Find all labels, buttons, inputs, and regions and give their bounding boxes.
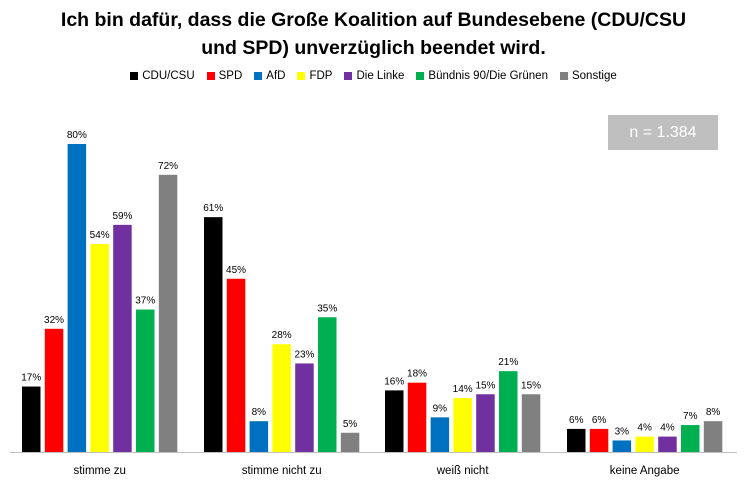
legend-item: Die Linke [344, 70, 404, 82]
bar-value-label: 59% [112, 211, 132, 222]
bar [67, 144, 87, 452]
bar-value-label: 15% [521, 380, 541, 391]
legend-item: SPD [206, 70, 243, 82]
legend-item: FDP [297, 70, 332, 82]
bar-value-label: 8% [706, 407, 721, 418]
bar [340, 432, 360, 452]
bar-value-label: 28% [272, 330, 292, 341]
bar-value-label: 15% [475, 380, 495, 391]
bar-value-label: 61% [203, 203, 223, 214]
legend-swatch [206, 72, 215, 80]
bar [44, 328, 64, 452]
bar-value-label: 6% [592, 415, 607, 426]
legend-item: CDU/CSU [130, 70, 195, 82]
legend-swatch [254, 72, 263, 80]
bar [681, 425, 700, 452]
legend-label: SPD [218, 70, 243, 82]
bar-value-label: 9% [433, 403, 448, 414]
category-label: stimme zu [73, 465, 125, 477]
bar [90, 244, 109, 452]
bar-value-label: 72% [158, 161, 178, 172]
chart-title-line-2: und SPD) unverzüglich beendet wird. [201, 37, 546, 59]
legend-label: AfD [266, 70, 286, 82]
bar-value-label: 32% [44, 315, 64, 326]
bar-value-label: 17% [21, 373, 41, 384]
bar [22, 386, 41, 452]
bar [635, 436, 654, 452]
category-label: weiß nicht [436, 465, 490, 477]
legend-label: CDU/CSU [142, 70, 195, 82]
legend-swatch [130, 72, 139, 80]
bar [521, 394, 541, 452]
legend-label: Bündnis 90/Die Grünen [428, 70, 548, 82]
bar [658, 436, 677, 452]
bar [612, 440, 632, 452]
bar [476, 394, 495, 452]
bar-value-label: 14% [453, 384, 473, 395]
legend-item: Bündnis 90/Die Grünen [416, 70, 548, 82]
bar-value-label: 4% [660, 423, 675, 434]
bar-value-label: 8% [252, 407, 267, 418]
legend-swatch [297, 72, 306, 80]
bar-value-label: 35% [317, 303, 337, 314]
bar-value-label: 16% [384, 376, 404, 387]
bar [430, 417, 450, 452]
category-label: keine Angabe [610, 465, 680, 477]
bar [703, 421, 723, 452]
legend-label: FDP [309, 70, 333, 82]
bar-value-label: 7% [683, 411, 698, 422]
bar-value-label: 21% [498, 357, 518, 368]
bar-value-label: 37% [135, 296, 155, 307]
bar [453, 398, 472, 452]
bar [407, 382, 427, 452]
bar [385, 390, 404, 452]
chart-title-line-1: Ich bin dafür, dass die Große Koalition … [60, 9, 687, 31]
legend-swatch [559, 72, 568, 80]
sample-size-label: n = 1.384 [629, 123, 697, 141]
bar [204, 217, 223, 452]
bar [567, 428, 586, 452]
bar-value-label: 6% [569, 415, 584, 426]
bar [295, 363, 314, 452]
bar [249, 421, 269, 452]
bar-value-label: 3% [615, 426, 630, 437]
bar [158, 174, 178, 453]
bar [272, 344, 291, 452]
legend-label: Die Linke [356, 70, 405, 82]
legend-item: AfD [254, 70, 285, 82]
category-label: stimme nicht zu [242, 465, 322, 477]
bar-value-label: 5% [343, 419, 358, 430]
chart-title: Ich bin dafür, dass die Große Koalition … [0, 6, 747, 62]
bar-value-label: 45% [226, 265, 246, 276]
bar-value-label: 4% [637, 423, 652, 434]
legend-swatch [344, 72, 353, 80]
bar [589, 428, 609, 452]
chart-legend: CDU/CSU SPD AfD FDP Die Linke Bündnis 90/Die … [0, 70, 747, 82]
bar [318, 317, 337, 452]
sample-size-box: n = 1.384 [608, 115, 718, 150]
legend-item: Sonstige [559, 70, 617, 82]
bar [499, 371, 518, 452]
bar-value-label: 18% [407, 369, 427, 380]
bar [226, 278, 246, 452]
bar-value-label: 23% [294, 349, 314, 360]
bar [136, 309, 155, 452]
legend-swatch [416, 72, 425, 80]
bar-value-label: 80% [67, 130, 87, 141]
bar-value-label: 54% [90, 230, 110, 241]
legend-label: Sonstige [571, 70, 617, 82]
bar [113, 224, 132, 452]
